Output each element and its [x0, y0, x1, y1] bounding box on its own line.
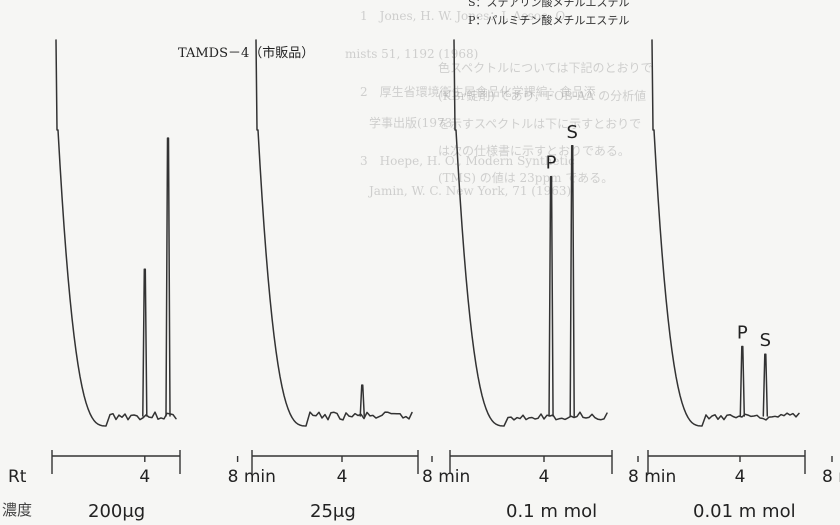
background-text-line: Jamin, W. C. New York, 71 (1963)	[345, 184, 571, 198]
x-axis-label: Rt	[8, 467, 27, 487]
x-tick-label: 8 min	[228, 467, 276, 487]
peak-label: P	[546, 153, 557, 174]
background-text-line: 3 Hoepe, H. O., Modern Synthetic	[360, 154, 575, 168]
concentration-label: 0.1 m mol	[506, 501, 597, 522]
peak	[762, 353, 769, 417]
peak	[359, 384, 365, 417]
x-tick-label: 8 min	[822, 467, 840, 487]
peak	[569, 145, 575, 417]
x-tick-label: 4	[735, 467, 746, 487]
chart-title: TAMDS－4（市販品）	[178, 45, 314, 61]
chromatogram-trace	[453, 39, 608, 427]
chromatogram-panel-2: 4 8 min 25μg	[251, 39, 470, 522]
concentration-row-label: 濃度	[2, 501, 32, 519]
x-tick-label: 4	[539, 467, 550, 487]
chromatogram-panel-3: 4 8 min 0.1 m mol PS	[449, 39, 676, 522]
background-text-line: 色スペクトルについては下記のとおりで	[438, 60, 653, 75]
concentration-label: 0.01 m mol	[693, 501, 796, 522]
chromatogram-panel-1: 4 8 min Rt 200μg	[8, 39, 276, 522]
legend-entry-s: S：ステアリン酸メチルエステル	[468, 0, 630, 9]
background-text-line: (TMS) の値は 23ppm である。	[438, 170, 613, 185]
background-text-line: を示すスペクトルは下に示すとおりで	[438, 117, 641, 131]
peak	[548, 175, 554, 417]
chromatogram-panel-4: 4 8 min 0.01 m mol PS	[647, 39, 840, 522]
background-text-line: 1 Jones, H. W. Jones：J. Assoc. O	[360, 9, 565, 23]
x-tick-label: 4	[139, 467, 150, 487]
peak	[165, 137, 171, 417]
background-text-line: (KBr錠剤) であり，FOB-AA の分析値	[438, 88, 646, 103]
concentration-label: 25μg	[310, 501, 356, 522]
x-tick-label: 8 min	[422, 467, 470, 487]
peak	[142, 268, 148, 417]
background-text: 1 Jones, H. W. Jones：J. Assoc. O mists 51…	[345, 9, 653, 198]
concentration-label: 200μg	[88, 501, 145, 522]
chromatogram-trace	[55, 39, 177, 427]
chromatogram-trace	[255, 39, 413, 427]
peak	[739, 345, 746, 417]
x-tick-label: 4	[337, 467, 348, 487]
chromatogram-trace	[651, 39, 800, 427]
background-text-line: mists 51, 1192 (1968)	[345, 47, 478, 61]
peak-label: S	[566, 122, 577, 143]
background-text-line: 学事出版(1973)	[345, 115, 457, 130]
background-text-line: は次の仕様書に示すとおりである。	[438, 144, 630, 158]
background-text-line: 2 厚生省環境衛生局食品化学課編：食品添	[360, 84, 596, 99]
legend-entry-p: P：パルミチン酸メチルエステル	[468, 13, 629, 27]
peak-label: P	[737, 323, 748, 344]
x-tick-label: 8 min	[628, 467, 676, 487]
peak-label: S	[760, 330, 771, 351]
